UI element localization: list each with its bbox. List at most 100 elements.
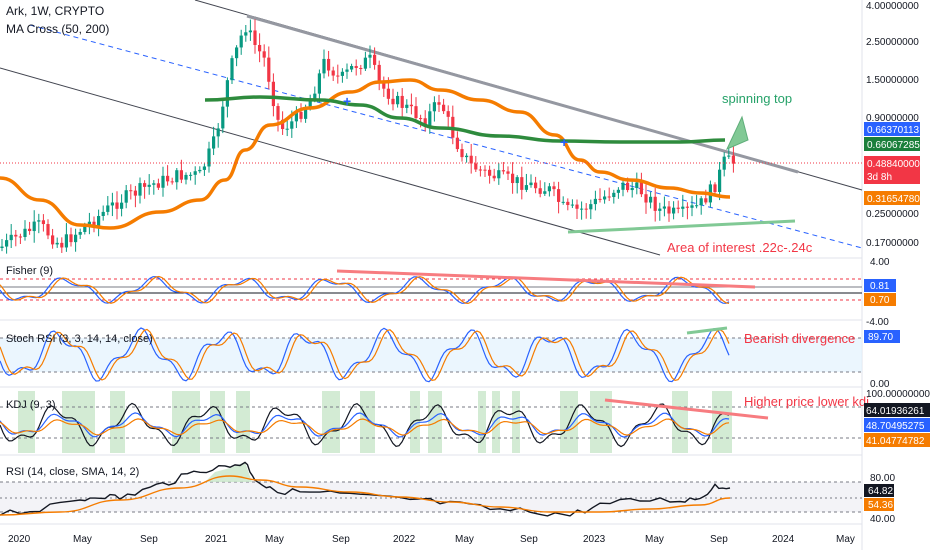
candle-body xyxy=(115,202,119,209)
stoch-legend: Stoch RSI (3, 3, 14, 14, close) xyxy=(6,333,153,345)
candle-body xyxy=(23,228,27,238)
candle-body xyxy=(630,188,634,191)
candle-body xyxy=(713,184,717,192)
candle-body xyxy=(363,57,367,69)
candle-body xyxy=(414,106,418,119)
svg-text:0.31654780: 0.31654780 xyxy=(867,194,920,205)
rsi-line xyxy=(0,461,731,517)
candle-body xyxy=(497,170,501,179)
svg-text:+: + xyxy=(560,134,568,150)
candle-body xyxy=(557,189,561,202)
svg-text:48.70495275: 48.70495275 xyxy=(866,421,925,432)
candle-body xyxy=(290,121,294,129)
candle-body xyxy=(258,44,262,52)
candle-body xyxy=(639,182,643,195)
candle-body xyxy=(396,95,400,105)
candle-body xyxy=(83,225,87,232)
candle-body xyxy=(603,196,607,200)
kdj-zone xyxy=(512,391,520,453)
candle-body xyxy=(419,118,423,120)
candle-body xyxy=(244,32,248,36)
candle-body xyxy=(28,228,32,232)
candle-body xyxy=(46,224,50,236)
svg-text:0.81: 0.81 xyxy=(870,281,890,292)
candle-body xyxy=(18,236,22,238)
candle-body xyxy=(626,182,630,191)
stoch-axis: 89.70 0.00 xyxy=(864,330,900,390)
svg-text:0.48840000: 0.48840000 xyxy=(867,159,920,170)
candle-body xyxy=(478,169,482,171)
kdj-zone xyxy=(410,391,420,453)
chart-title: Ark, 1W, CRYPTO xyxy=(6,4,104,18)
candle-body xyxy=(64,234,68,248)
candle-body xyxy=(446,111,450,117)
ma50-line xyxy=(0,78,731,230)
kdj-zone xyxy=(492,391,500,453)
fisher-bands xyxy=(0,278,862,301)
candle-body xyxy=(216,128,220,137)
candle-body xyxy=(690,205,694,208)
candle-body xyxy=(340,71,344,76)
candle-body xyxy=(37,220,41,222)
candle-body xyxy=(170,181,174,183)
candle-body xyxy=(409,104,413,107)
candle-body xyxy=(718,169,722,192)
ma-cross-markers: + + xyxy=(343,93,568,150)
candle-body xyxy=(350,66,354,70)
candle-body xyxy=(308,99,312,109)
candle-body xyxy=(382,80,386,89)
candle-body xyxy=(423,118,427,127)
candle-body xyxy=(281,119,285,130)
candle-body xyxy=(331,70,335,76)
kdj-zone xyxy=(110,391,125,453)
candle-body xyxy=(120,202,124,209)
candle-body xyxy=(14,234,18,237)
candle-body xyxy=(584,208,588,210)
svg-text:40.00: 40.00 xyxy=(870,514,895,525)
candle-body xyxy=(561,201,565,203)
time-tick-label: May xyxy=(836,534,855,545)
candle-body xyxy=(616,189,620,193)
rsi-legend: RSI (14, close, SMA, 14, 2) xyxy=(6,466,139,478)
svg-text:0.25000000: 0.25000000 xyxy=(866,209,919,220)
candle-body xyxy=(685,206,689,208)
candle-body xyxy=(547,186,551,192)
candle-body xyxy=(621,182,625,190)
candle-body xyxy=(193,171,197,175)
candle-body xyxy=(212,136,216,149)
kdj-zone xyxy=(322,391,340,453)
candle-body xyxy=(55,242,59,245)
svg-text:0.70: 0.70 xyxy=(870,295,890,306)
candle-body xyxy=(501,170,505,172)
candle-body xyxy=(377,64,381,81)
candle-body xyxy=(166,175,170,182)
time-axis[interactable]: 2020 May Sep 2021 May Sep 2022 May Sep 2023 May Sep… xyxy=(8,534,855,545)
kdj-zone xyxy=(428,391,442,453)
candle-body xyxy=(455,137,459,150)
candle-body xyxy=(87,221,91,226)
price-scale[interactable] xyxy=(863,0,932,550)
candle-body xyxy=(267,57,271,82)
main-axis-ticks: 4.00000000 2.50000000 1.50000000 0.90000… xyxy=(866,1,919,249)
candle-body xyxy=(41,220,45,225)
candle-body xyxy=(552,186,556,190)
candle-body xyxy=(593,198,597,205)
candle-body xyxy=(9,234,13,241)
trend-channel[interactable] xyxy=(0,0,863,256)
candle-body xyxy=(78,231,82,235)
fisher-divergence-line xyxy=(336,269,756,289)
candle-body xyxy=(32,221,36,232)
candle-body xyxy=(405,104,409,108)
candle-body xyxy=(662,206,666,209)
candle-body xyxy=(672,207,676,214)
candle-body xyxy=(469,155,473,164)
svg-text:-4.00: -4.00 xyxy=(866,317,889,328)
kdj-zone xyxy=(236,391,250,453)
kdj-zone xyxy=(560,391,578,453)
svg-text:+: + xyxy=(343,93,351,109)
candle-body xyxy=(60,242,64,248)
candle-body xyxy=(106,205,110,212)
candle-body xyxy=(676,207,680,209)
spinning-top-arrow xyxy=(725,115,749,150)
